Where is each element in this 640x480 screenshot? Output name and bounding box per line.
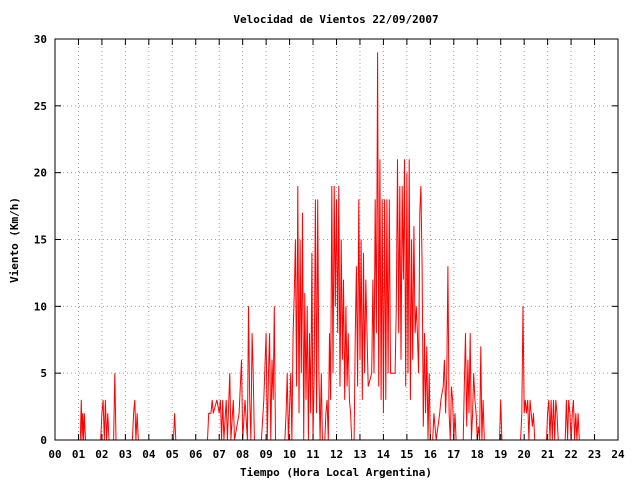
- x-tick-label: 19: [494, 448, 507, 461]
- x-tick-label: 07: [213, 448, 226, 461]
- x-tick-label: 06: [189, 448, 203, 461]
- y-axis: 0 5 10 15 20 25 30: [34, 33, 618, 447]
- x-tick-label: 11: [306, 448, 320, 461]
- y-tick-label: 30: [34, 33, 47, 46]
- x-tick-label: 22: [564, 448, 577, 461]
- series-layer: [55, 52, 618, 441]
- x-tick-label: 13: [353, 448, 366, 461]
- x-tick-label: 02: [95, 448, 108, 461]
- grid-lines: [55, 39, 618, 440]
- chart-title: Velocidad de Vientos 22/09/2007: [233, 13, 438, 26]
- x-tick-label: 10: [283, 448, 296, 461]
- x-tick-label: 09: [260, 448, 273, 461]
- x-tick-label: 14: [377, 448, 391, 461]
- x-axis: 00 01 02 03 04 05 06 07 08 09 10 11 12 13 14 15 16 17 18 19…: [48, 39, 625, 461]
- y-tick-label: 0: [40, 434, 47, 447]
- x-tick-label: 03: [119, 448, 132, 461]
- x-tick-label: 16: [424, 448, 438, 461]
- x-tick-label: 17: [447, 448, 460, 461]
- x-tick-label: 15: [400, 448, 413, 461]
- y-tick-label: 25: [34, 100, 47, 113]
- y-tick-label: 5: [40, 367, 47, 380]
- x-tick-label: 04: [142, 448, 156, 461]
- x-tick-label: 05: [166, 448, 179, 461]
- x-tick-label: 23: [588, 448, 601, 461]
- x-tick-label: 21: [541, 448, 555, 461]
- x-tick-label: 12: [330, 448, 343, 461]
- x-tick-label: 20: [518, 448, 531, 461]
- y-tick-label: 10: [34, 300, 47, 313]
- x-tick-label: 18: [471, 448, 484, 461]
- wind-speed-series: [55, 52, 618, 441]
- x-tick-label: 00: [48, 448, 61, 461]
- y-tick-label: 15: [34, 234, 47, 247]
- y-axis-label: Viento (Km/h): [8, 197, 21, 283]
- x-tick-label: 24: [611, 448, 625, 461]
- x-tick-label: 01: [72, 448, 86, 461]
- x-axis-label: Tiempo (Hora Local Argentina): [240, 466, 432, 479]
- x-tick-label: 08: [236, 448, 249, 461]
- y-tick-label: 20: [34, 167, 47, 180]
